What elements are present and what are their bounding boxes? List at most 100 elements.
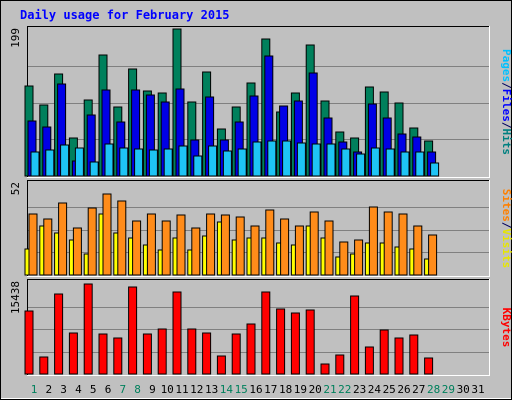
x-tick-label: 21 bbox=[323, 383, 336, 396]
bar-sites-day-19 bbox=[294, 225, 304, 276]
x-tick-label: 17 bbox=[264, 383, 277, 396]
bar-kbytes-day-4 bbox=[68, 332, 78, 375]
x-tick-label: 27 bbox=[412, 383, 425, 396]
y-max-label: 15438 bbox=[9, 281, 22, 314]
bar-pages-day-1 bbox=[30, 151, 40, 177]
x-tick-label: 23 bbox=[353, 383, 366, 396]
legend-entry: Hits bbox=[500, 129, 512, 156]
bar-sites-day-16 bbox=[250, 225, 260, 276]
legend-entry: KBytes bbox=[500, 308, 512, 348]
x-tick-label: 14 bbox=[220, 383, 234, 396]
bar-sites-day-4 bbox=[72, 227, 82, 276]
x-tick-label: 29 bbox=[442, 383, 455, 396]
bar-kbytes-day-24 bbox=[364, 346, 374, 375]
bar-sites-day-3 bbox=[58, 202, 68, 276]
bar-pages-day-26 bbox=[400, 151, 410, 177]
bar-pages-day-9 bbox=[148, 149, 158, 177]
bar-kbytes-day-12 bbox=[187, 328, 197, 375]
x-tick-label: 1 bbox=[31, 383, 38, 396]
bar-sites-day-11 bbox=[176, 214, 186, 276]
bar-sites-day-10 bbox=[161, 220, 171, 276]
panel-background bbox=[27, 279, 490, 376]
x-tick-label: 7 bbox=[119, 383, 126, 396]
bar-sites-day-1 bbox=[28, 213, 38, 276]
legend-entry: / bbox=[500, 222, 512, 229]
bar-kbytes-day-19 bbox=[290, 312, 300, 375]
bar-sites-day-25 bbox=[383, 211, 393, 276]
x-tick-label: 22 bbox=[338, 383, 351, 396]
bar-pages-day-20 bbox=[311, 143, 321, 177]
bar-sites-day-18 bbox=[280, 218, 290, 276]
bar-sites-day-26 bbox=[398, 213, 408, 276]
series-sites bbox=[28, 193, 438, 276]
legend-bottom: KBytes bbox=[500, 308, 512, 348]
x-tick-label: 25 bbox=[383, 383, 396, 396]
bar-kbytes-day-23 bbox=[350, 295, 360, 375]
bar-pages-day-18 bbox=[282, 140, 292, 177]
bar-pages-day-6 bbox=[104, 143, 114, 177]
bar-kbytes-day-20 bbox=[305, 309, 315, 375]
bar-sites-day-2 bbox=[43, 218, 53, 276]
x-tick-label: 24 bbox=[368, 383, 382, 396]
bar-pages-day-25 bbox=[385, 148, 395, 177]
bar-kbytes-day-3 bbox=[54, 293, 64, 375]
bar-kbytes-day-18 bbox=[276, 308, 286, 375]
bar-sites-day-15 bbox=[235, 216, 245, 276]
x-axis-labels: 1 2 3 4 5 6 7 8 9 10 11 12 13 14 15 16 17 18 19 20 21 22 23 24 2… bbox=[31, 383, 485, 396]
panel-middle: 52 Sites/Visits bbox=[9, 180, 512, 277]
bar-pages-day-12 bbox=[193, 155, 203, 177]
bar-kbytes-day-1 bbox=[24, 310, 34, 375]
bar-kbytes-day-11 bbox=[172, 291, 182, 375]
x-tick-label: 6 bbox=[105, 383, 112, 396]
series-kbytes bbox=[24, 283, 434, 375]
x-tick-label: 30 bbox=[457, 383, 470, 396]
bar-kbytes-day-7 bbox=[113, 337, 123, 375]
bar-kbytes-day-5 bbox=[83, 283, 93, 375]
x-tick-label: 2 bbox=[45, 383, 52, 396]
bar-sites-day-7 bbox=[117, 200, 127, 276]
bar-kbytes-day-16 bbox=[246, 323, 256, 375]
x-tick-label: 26 bbox=[397, 383, 410, 396]
bar-pages-day-4 bbox=[74, 147, 84, 177]
x-tick-label: 28 bbox=[427, 383, 440, 396]
bar-pages-day-5 bbox=[89, 161, 99, 177]
bar-pages-day-19 bbox=[296, 142, 306, 177]
bar-sites-day-20 bbox=[309, 211, 319, 276]
bar-pages-day-3 bbox=[60, 144, 70, 177]
bar-pages-day-15 bbox=[237, 148, 247, 177]
bar-sites-day-24 bbox=[368, 206, 378, 276]
legend-entry: / bbox=[500, 122, 512, 129]
bar-pages-day-16 bbox=[252, 141, 262, 177]
bar-sites-day-8 bbox=[132, 220, 142, 276]
bar-pages-day-11 bbox=[178, 145, 188, 177]
bar-pages-day-23 bbox=[356, 153, 366, 177]
bar-sites-day-21 bbox=[324, 220, 334, 276]
x-tick-label: 12 bbox=[190, 383, 203, 396]
legend-text: Sites/Visits bbox=[500, 189, 512, 269]
bar-kbytes-day-15 bbox=[231, 333, 241, 375]
x-tick-label: 15 bbox=[235, 383, 248, 396]
x-tick-label: 31 bbox=[471, 383, 484, 396]
x-tick-label: 11 bbox=[175, 383, 188, 396]
bar-sites-day-28 bbox=[428, 234, 438, 276]
bar-kbytes-day-8 bbox=[128, 286, 138, 375]
bar-pages-day-28 bbox=[430, 162, 440, 177]
bar-sites-day-14 bbox=[220, 214, 230, 276]
bar-pages-day-10 bbox=[163, 148, 173, 177]
bar-kbytes-day-6 bbox=[98, 333, 108, 375]
legend-text: KBytes bbox=[500, 308, 512, 348]
bar-pages-day-2 bbox=[45, 149, 55, 177]
y-max-label: 52 bbox=[9, 182, 22, 195]
x-tick-label: 13 bbox=[205, 383, 218, 396]
bar-kbytes-day-10 bbox=[157, 328, 167, 375]
bar-kbytes-day-28 bbox=[424, 357, 434, 375]
x-tick-label: 9 bbox=[149, 383, 156, 396]
bar-kbytes-day-26 bbox=[394, 337, 404, 375]
bar-kbytes-day-27 bbox=[409, 334, 419, 375]
bar-pages-day-22 bbox=[341, 148, 351, 177]
bar-sites-day-27 bbox=[413, 225, 423, 276]
legend-entry: Visits bbox=[500, 229, 512, 269]
